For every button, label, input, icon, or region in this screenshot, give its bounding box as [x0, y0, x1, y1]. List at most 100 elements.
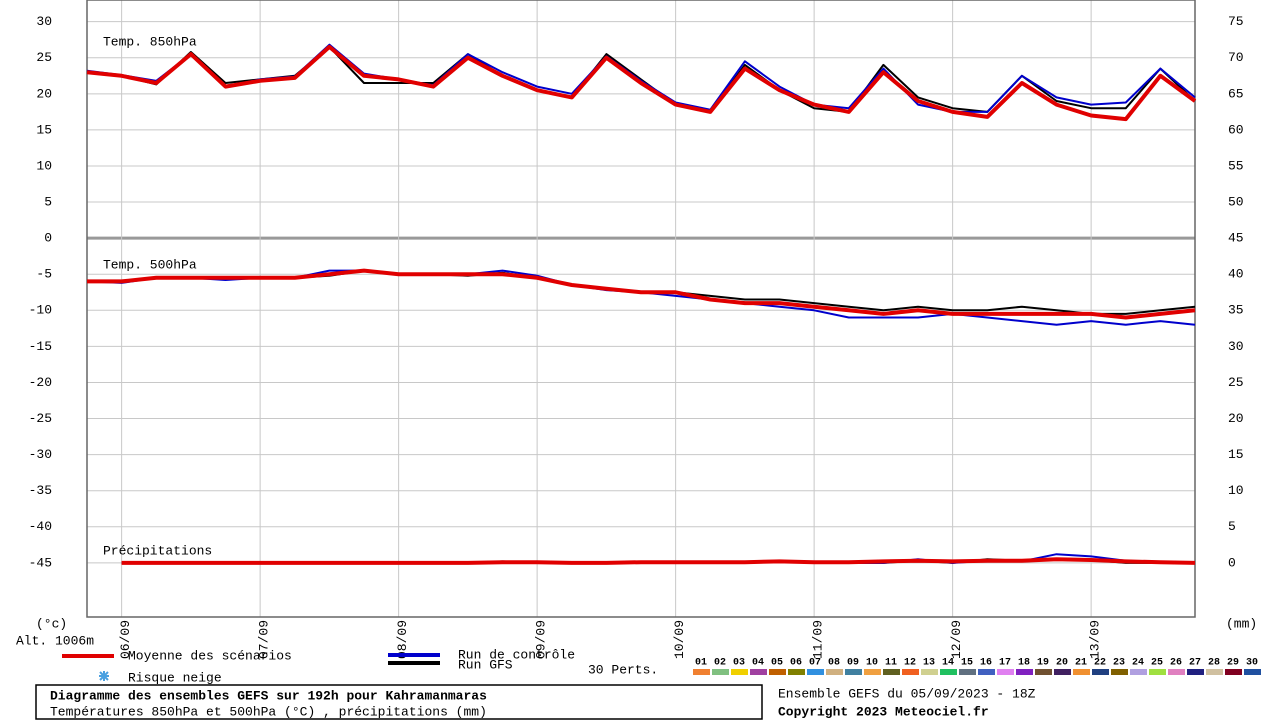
pert-swatch	[845, 669, 862, 675]
y2-tick-label: 60	[1228, 122, 1244, 137]
x-tick-label: 10/09	[672, 620, 687, 659]
y-tick-label: -35	[29, 483, 52, 498]
y2-tick-label: 40	[1228, 267, 1244, 282]
panel-label: Précipitations	[103, 543, 212, 558]
pert-swatch	[1168, 669, 1185, 675]
y2-axis-label: (mm)	[1226, 616, 1257, 631]
legend-label: Run GFS	[458, 657, 513, 672]
pert-swatch	[1073, 669, 1090, 675]
pert-label: 01	[695, 658, 707, 669]
pert-label: 05	[771, 658, 783, 669]
pert-swatch	[826, 669, 843, 675]
y-tick-label: -45	[29, 555, 52, 570]
pert-swatch	[883, 669, 900, 675]
y-tick-label: 25	[36, 50, 52, 65]
chart-title: Diagramme des ensembles GEFS sur 192h po…	[50, 688, 487, 703]
y-tick-label: 20	[36, 86, 52, 101]
pert-label: 08	[828, 658, 840, 669]
pert-swatch	[978, 669, 995, 675]
pert-label: 26	[1170, 658, 1182, 669]
pert-swatch	[750, 669, 767, 675]
y-tick-label: 0	[44, 231, 52, 246]
y-tick-label: -20	[29, 375, 52, 390]
x-tick-label: 08/09	[395, 620, 410, 659]
pert-swatch	[902, 669, 919, 675]
pert-label: 16	[980, 658, 992, 669]
pert-label: 17	[999, 658, 1011, 669]
pert-label: 15	[961, 658, 973, 669]
pert-label: 27	[1189, 658, 1201, 669]
pert-label: 13	[923, 658, 935, 669]
chart-subtitle: Températures 850hPa et 500hPa (°C) , pré…	[50, 704, 487, 719]
pert-label: 20	[1056, 658, 1068, 669]
pert-swatch	[940, 669, 957, 675]
copyright: Copyright 2023 Meteociel.fr	[778, 704, 989, 719]
pert-label: 28	[1208, 658, 1220, 669]
pert-label: 07	[809, 658, 821, 669]
pert-label: 14	[942, 658, 954, 669]
x-tick-label: 06/09	[118, 620, 133, 659]
pert-swatch	[693, 669, 710, 675]
x-tick-label: 13/09	[1088, 620, 1103, 659]
series-line	[87, 268, 1196, 320]
pert-label: 24	[1132, 658, 1144, 669]
y2-tick-label: 30	[1228, 339, 1244, 354]
y-tick-label: -10	[29, 303, 52, 318]
y2-tick-label: 5	[1228, 519, 1236, 534]
pert-swatch	[731, 669, 748, 675]
pert-label: 06	[790, 658, 802, 669]
pert-label: 30	[1246, 658, 1258, 669]
pert-swatch	[807, 669, 824, 675]
run-info: Ensemble GEFS du 05/09/2023 - 18Z	[778, 686, 1036, 701]
y2-tick-label: 45	[1228, 231, 1244, 246]
y-tick-label: 5	[44, 194, 52, 209]
y-tick-label: -40	[29, 519, 52, 534]
y2-tick-label: 0	[1228, 555, 1236, 570]
pert-swatch	[1244, 669, 1261, 675]
snow-legend: Risque neige	[128, 670, 222, 685]
y-tick-label: 10	[36, 158, 52, 173]
pert-swatch	[997, 669, 1014, 675]
pert-label: 19	[1037, 658, 1049, 669]
pert-swatch	[1130, 669, 1147, 675]
y-axis-label: (°c)	[36, 616, 67, 631]
plot-frame	[86, 0, 1196, 618]
pert-label: 02	[714, 658, 726, 669]
y2-tick-label: 10	[1228, 483, 1244, 498]
pert-swatch	[788, 669, 805, 675]
pert-swatch	[1054, 669, 1071, 675]
pert-swatch	[1225, 669, 1242, 675]
x-tick-label: 11/09	[811, 620, 826, 659]
pert-swatch	[959, 669, 976, 675]
pert-label: 29	[1227, 658, 1239, 669]
pert-label: 10	[866, 658, 878, 669]
pert-label: 09	[847, 658, 859, 669]
pert-swatch	[864, 669, 881, 675]
pert-label: 03	[733, 658, 745, 669]
pert-swatch	[769, 669, 786, 675]
y2-tick-label: 35	[1228, 303, 1244, 318]
altitude: Alt. 1006m	[16, 633, 94, 648]
pert-label: 23	[1113, 658, 1125, 669]
y2-tick-label: 20	[1228, 411, 1244, 426]
pert-label: 04	[752, 658, 764, 669]
y2-tick-label: 65	[1228, 86, 1244, 101]
y2-tick-label: 70	[1228, 50, 1244, 65]
x-tick-label: 09/09	[534, 620, 549, 659]
pert-label: 22	[1094, 658, 1106, 669]
pert-label: 25	[1151, 658, 1163, 669]
y-tick-label: -25	[29, 411, 52, 426]
pert-label: 21	[1075, 658, 1087, 669]
pert-label: 12	[904, 658, 916, 669]
pert-swatch	[712, 669, 729, 675]
y2-tick-label: 50	[1228, 194, 1244, 209]
pert-swatch	[1111, 669, 1128, 675]
pert-swatch	[1016, 669, 1033, 675]
y-tick-label: -15	[29, 339, 52, 354]
panel-label: Temp. 500hPa	[103, 257, 197, 272]
series-line	[86, 44, 1197, 122]
pert-label: 11	[885, 658, 897, 669]
y-tick-label: 30	[36, 14, 52, 29]
legend-label: Moyenne des scénarios	[128, 648, 292, 663]
